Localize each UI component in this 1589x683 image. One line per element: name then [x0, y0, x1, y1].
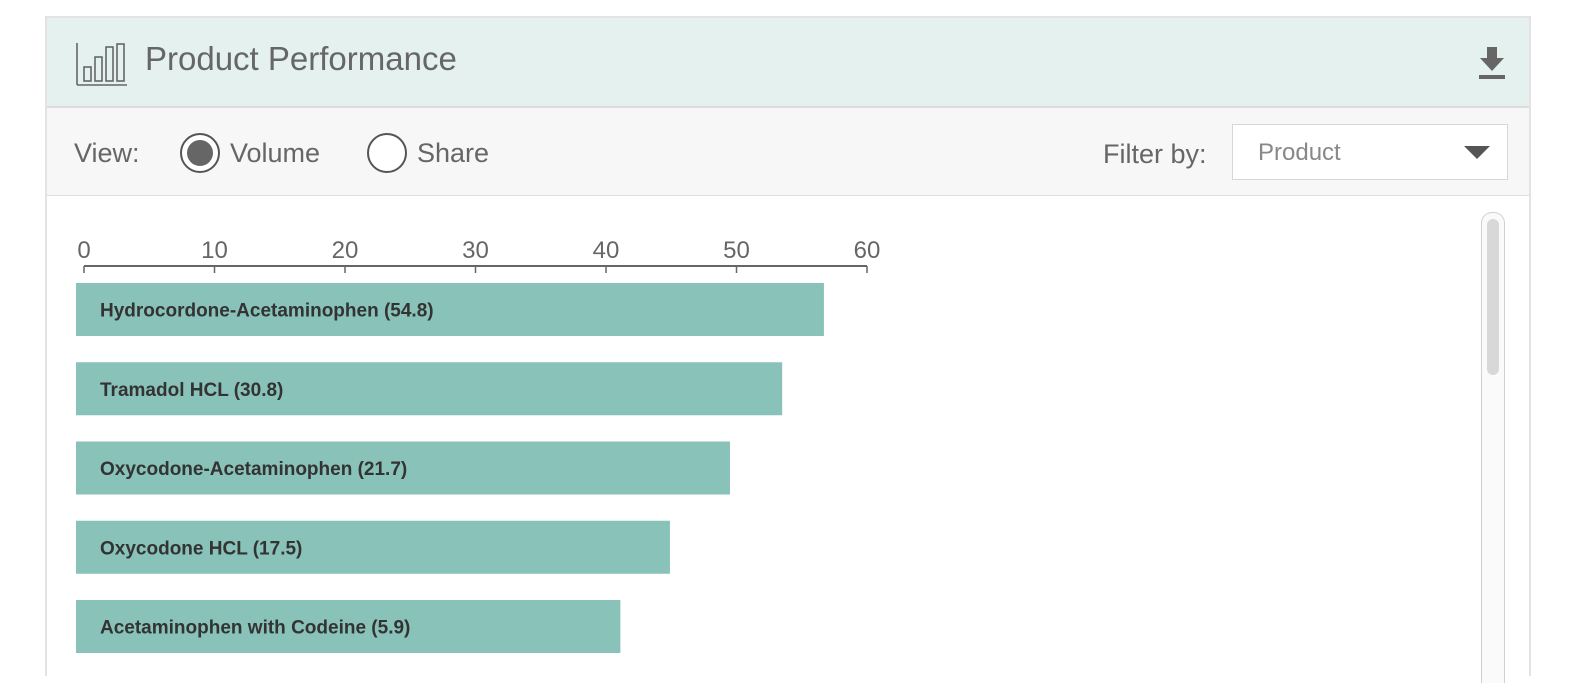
bar-label: Hydrocordone-Acetaminophen (54.8) [100, 301, 434, 322]
x-tick-label: 20 [332, 237, 359, 264]
bar-chart-icon [76, 43, 127, 86]
bar [76, 283, 824, 336]
radio-circle[interactable] [367, 133, 407, 173]
radio-circle[interactable] [180, 133, 220, 173]
x-tick-label: 0 [77, 237, 90, 264]
x-tick-label: 50 [723, 237, 750, 264]
download-icon[interactable] [1477, 45, 1507, 81]
bar [76, 520, 670, 574]
chart-area: 0 10 20 30 40 50 60 Hydrocordone-Acetaminophen … [47, 196, 1529, 683]
panel-title: Product Performance [145, 40, 457, 77]
x-tick-label: 10 [201, 237, 228, 264]
radio-label-share[interactable]: Share [417, 138, 490, 168]
bar [76, 600, 621, 653]
product-performance-panel: Product Performance View: Volume Share F… [45, 16, 1531, 683]
view-volume-radio[interactable]: Volume [180, 133, 340, 173]
radio-label-volume[interactable]: Volume [230, 138, 321, 168]
panel-header: Product Performance [47, 18, 1529, 108]
view-label: View: [74, 138, 140, 168]
filter-select[interactable]: Product [1232, 124, 1508, 180]
radio-selected-dot [187, 140, 213, 166]
bar [76, 441, 730, 495]
x-tick-label: 30 [462, 237, 489, 264]
bar-label: Oxycodone-Acetaminophen (21.7) [100, 459, 407, 480]
bar [76, 362, 783, 416]
bar-label: Oxycodone HCL (17.5) [100, 538, 302, 559]
view-share-radio[interactable]: Share [367, 133, 507, 173]
filter-by-label: Filter by: [1103, 139, 1207, 169]
x-tick-label: 40 [593, 237, 620, 264]
bar-label: Acetaminophen with Codeine (5.9) [100, 618, 410, 639]
bar-chart: 0 10 20 30 40 50 60 Hydrocordone-Acetaminophen … [76, 237, 881, 653]
x-tick-label: 60 [854, 237, 881, 264]
vertical-scrollbar[interactable] [1481, 212, 1505, 683]
filter-select-value: Product [1258, 139, 1341, 166]
bar-label: Tramadol HCL (30.8) [100, 380, 283, 401]
scrollbar-thumb[interactable] [1487, 219, 1499, 375]
chevron-down-icon [1464, 146, 1490, 159]
chart-toolbar: View: Volume Share Filter by: Product [47, 108, 1529, 196]
